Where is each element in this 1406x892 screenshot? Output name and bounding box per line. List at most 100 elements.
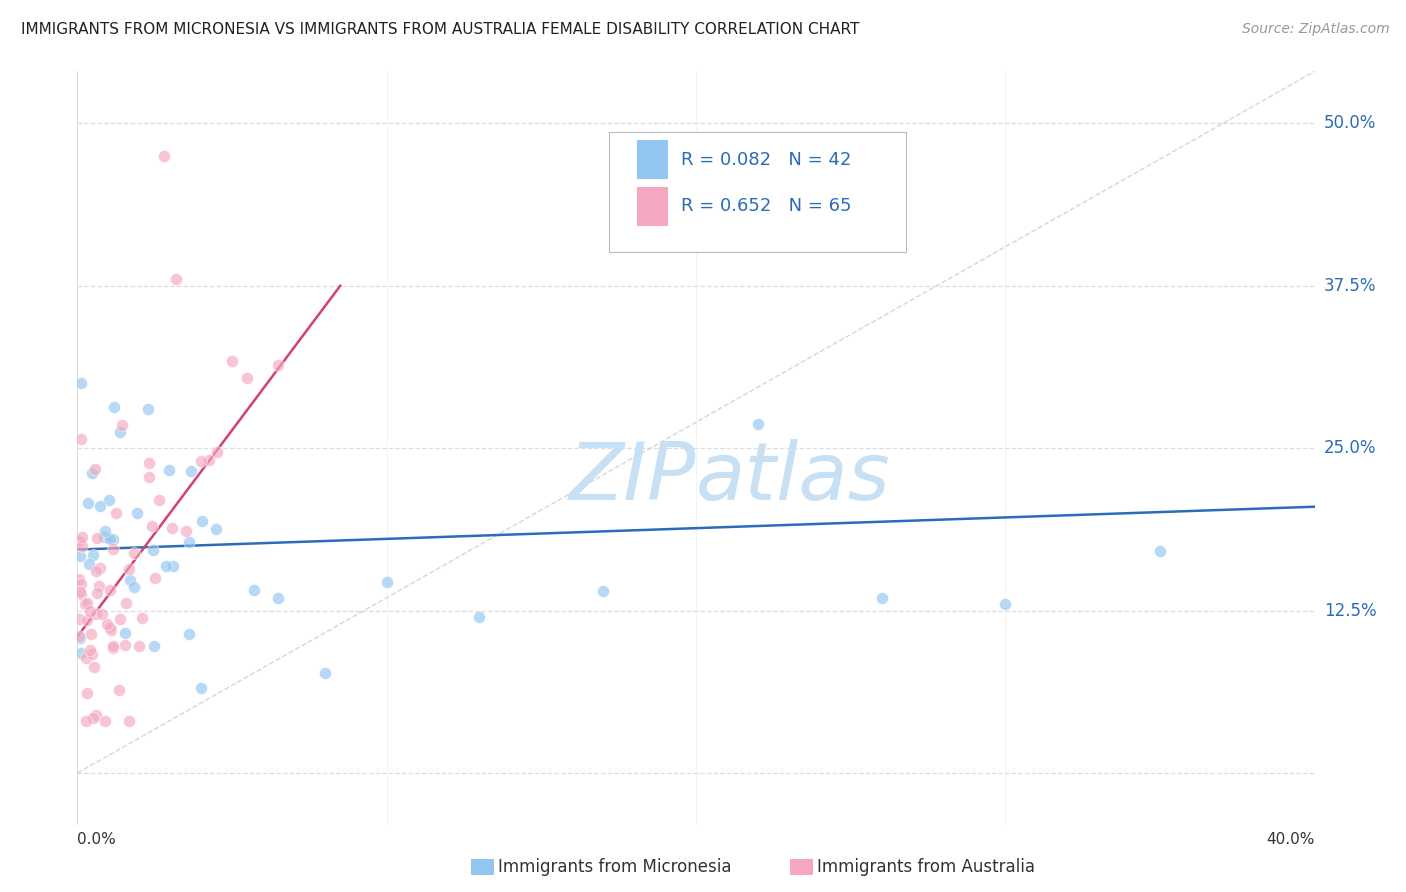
Point (136, 402, 159, 417)
Point (77, 496, 100, 510)
Point (148, 493, 170, 508)
Point (155, 559, 177, 574)
Point (994, 597, 1017, 611)
Bar (637, 140, 668, 179)
Point (94, 524, 117, 538)
Point (96, 617, 118, 632)
Point (114, 596, 136, 610)
Point (67, 612, 90, 626)
Point (131, 611, 153, 625)
Point (70, 376, 93, 391)
Text: atlas: atlas (696, 440, 891, 517)
Point (180, 464, 202, 478)
Point (79, 643, 101, 657)
Point (69, 646, 91, 660)
Bar (637, 186, 668, 226)
Point (111, 417, 134, 432)
Text: 37.5%: 37.5% (1324, 277, 1376, 294)
Point (114, 626, 136, 640)
Point (86, 531, 108, 545)
FancyBboxPatch shape (609, 132, 907, 252)
Point (67, 629, 90, 643)
Point (86, 586, 108, 600)
Point (118, 714, 141, 728)
Text: Source: ZipAtlas.com: Source: ZipAtlas.com (1241, 22, 1389, 37)
Point (103, 532, 125, 546)
Point (84, 607, 107, 621)
Point (138, 456, 160, 470)
Point (143, 640, 166, 654)
Point (153, 149, 176, 163)
Point (67, 533, 90, 548)
Point (120, 573, 142, 587)
Point (314, 666, 336, 681)
Point (82, 711, 104, 725)
Point (82, 548, 104, 562)
Point (83, 660, 105, 674)
Text: R = 0.652   N = 65: R = 0.652 N = 65 (681, 197, 852, 215)
Point (141, 518, 163, 533)
Point (190, 453, 212, 467)
Point (84, 708, 107, 723)
Point (76, 686, 98, 700)
Point (82, 647, 104, 661)
Point (205, 522, 228, 536)
Point (80, 466, 103, 480)
Text: Immigrants from Australia: Immigrants from Australia (817, 858, 1035, 876)
Text: IMMIGRANTS FROM MICRONESIA VS IMMIGRANTS FROM AUSTRALIA FEMALE DISABILITY CORREL: IMMIGRANTS FROM MICRONESIA VS IMMIGRANTS… (21, 22, 859, 37)
Point (94, 714, 117, 728)
Point (243, 583, 266, 598)
Point (98, 493, 121, 508)
Point (122, 581, 145, 595)
Point (221, 354, 243, 368)
Point (190, 681, 212, 695)
Point (177, 535, 200, 549)
Point (108, 683, 131, 698)
Point (73, 597, 96, 611)
Point (165, 272, 187, 286)
Point (205, 445, 228, 459)
Point (84, 462, 107, 476)
Point (870, 591, 893, 605)
Point (98, 582, 121, 597)
Point (90, 607, 112, 621)
Point (162, 558, 184, 573)
Text: R = 0.082   N = 42: R = 0.082 N = 42 (681, 151, 852, 169)
Point (84, 564, 107, 578)
Point (103, 640, 125, 654)
Point (75, 651, 97, 665)
Point (157, 462, 180, 476)
Point (160, 521, 183, 535)
Text: 12.5%: 12.5% (1324, 602, 1376, 620)
Text: 25.0%: 25.0% (1324, 439, 1376, 458)
Point (375, 575, 398, 590)
Text: ZIP: ZIP (568, 440, 696, 517)
Point (108, 425, 131, 439)
Point (267, 591, 290, 605)
Point (236, 371, 259, 385)
Point (79, 558, 101, 572)
Point (76, 613, 98, 627)
Text: Immigrants from Micronesia: Immigrants from Micronesia (498, 858, 731, 876)
Point (103, 401, 125, 415)
Point (747, 417, 769, 432)
Point (93, 530, 115, 544)
Point (114, 639, 136, 653)
Point (70, 576, 93, 591)
Point (67, 572, 90, 586)
Point (69, 632, 91, 646)
Point (70, 530, 93, 544)
Point (177, 626, 200, 640)
Point (98, 621, 121, 635)
Point (110, 611, 132, 625)
Point (142, 543, 165, 558)
Text: 0.0%: 0.0% (77, 831, 117, 847)
Point (98, 533, 121, 547)
Point (79, 603, 101, 617)
Text: 50.0%: 50.0% (1324, 114, 1376, 132)
Point (89, 500, 111, 514)
Point (103, 641, 125, 656)
Point (70, 587, 93, 601)
Point (70, 539, 93, 553)
Point (143, 571, 166, 585)
